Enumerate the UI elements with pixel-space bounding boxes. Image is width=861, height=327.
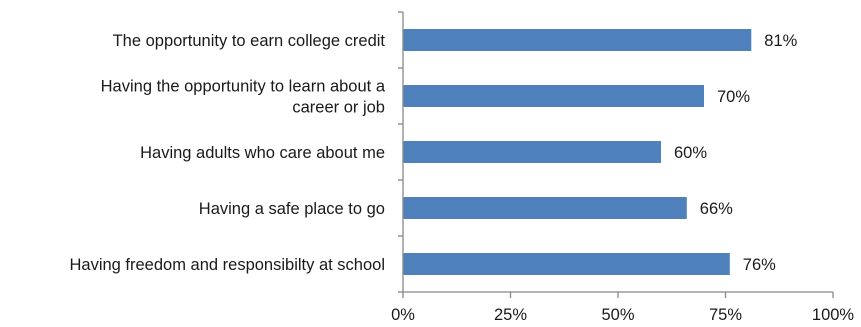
category-label: Having a safe place to go xyxy=(199,200,385,218)
data-label: 81% xyxy=(764,32,797,50)
category-label: Having the opportunity to learn about a xyxy=(101,78,386,96)
bar xyxy=(403,29,752,51)
data-label: 76% xyxy=(743,256,776,274)
bar xyxy=(403,85,704,107)
bar xyxy=(403,253,730,275)
category-label: career or job xyxy=(292,99,385,117)
x-tick-label: 25% xyxy=(494,306,527,324)
data-label: 70% xyxy=(717,88,750,106)
bar xyxy=(403,197,687,219)
x-tick-label: 50% xyxy=(601,306,634,324)
category-label: The opportunity to earn college credit xyxy=(113,32,386,50)
x-tick-label: 75% xyxy=(709,306,742,324)
category-label: Having adults who care about me xyxy=(140,144,385,162)
x-tick-label: 0% xyxy=(391,306,415,324)
category-label: Having freedom and responsibilty at scho… xyxy=(69,256,385,274)
x-tick-label: 100% xyxy=(812,306,855,324)
data-label: 60% xyxy=(674,144,707,162)
data-label: 66% xyxy=(700,200,733,218)
bar xyxy=(403,141,661,163)
